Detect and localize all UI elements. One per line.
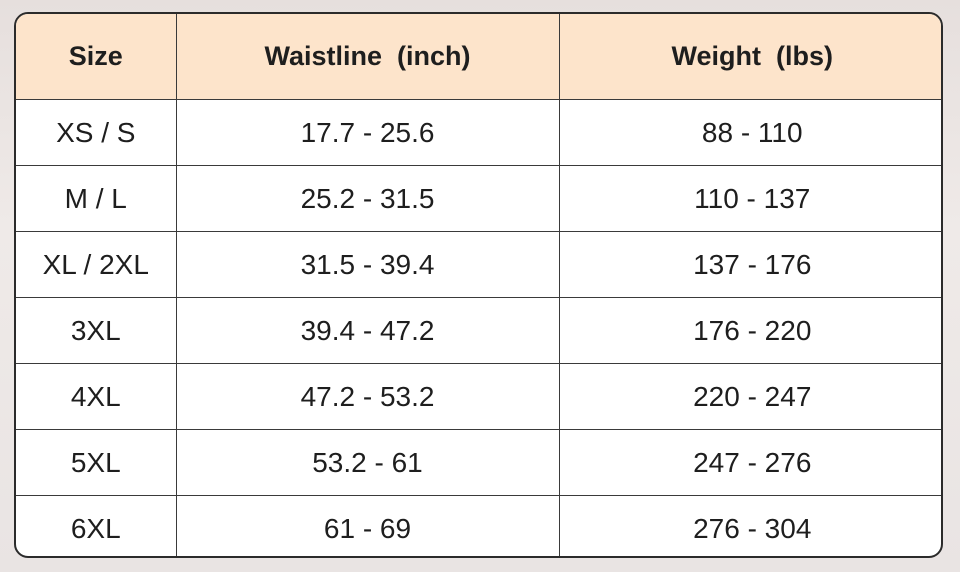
table-row: 4XL 47.2 - 53.2 220 - 247 bbox=[16, 363, 941, 430]
table-cell: XL / 2XL bbox=[16, 231, 177, 298]
table-cell: 137 - 176 bbox=[558, 231, 941, 298]
table-cell: 25.2 - 31.5 bbox=[175, 165, 560, 232]
table-cell: 61 - 69 bbox=[175, 495, 560, 556]
table-cell: 88 - 110 bbox=[558, 99, 941, 166]
table-cell: 39.4 - 47.2 bbox=[175, 297, 560, 364]
header-cell: Waistline (inch) bbox=[175, 14, 560, 100]
table-cell: M / L bbox=[16, 165, 177, 232]
header-cell: Size bbox=[16, 14, 177, 100]
table-cell: XS / S bbox=[16, 99, 177, 166]
table-row: 3XL 39.4 - 47.2 176 - 220 bbox=[16, 297, 941, 364]
table-cell: 5XL bbox=[16, 429, 177, 496]
table-cell: 110 - 137 bbox=[558, 165, 941, 232]
table-cell: 31.5 - 39.4 bbox=[175, 231, 560, 298]
table-row: XL / 2XL 31.5 - 39.4 137 - 176 bbox=[16, 231, 941, 298]
table-cell: 3XL bbox=[16, 297, 177, 364]
table-cell: 276 - 304 bbox=[558, 495, 941, 556]
table-cell: 17.7 - 25.6 bbox=[175, 99, 560, 166]
table-row: 5XL 53.2 - 61 247 - 276 bbox=[16, 429, 941, 496]
table-cell: 220 - 247 bbox=[558, 363, 941, 430]
table-row: 6XL 61 - 69 276 - 304 bbox=[16, 495, 941, 556]
header-row: Size Waistline (inch) Weight (lbs) bbox=[16, 14, 941, 100]
header-cell: Weight (lbs) bbox=[558, 14, 941, 100]
table-cell: 247 - 276 bbox=[558, 429, 941, 496]
table-cell: 53.2 - 61 bbox=[175, 429, 560, 496]
table-cell: 4XL bbox=[16, 363, 177, 430]
table-cell: 176 - 220 bbox=[558, 297, 941, 364]
table-body: XS / S 17.7 - 25.6 88 - 110 M / L 25.2 - 31.… bbox=[16, 99, 941, 556]
table-cell: 47.2 - 53.2 bbox=[175, 363, 560, 430]
table-row: M / L 25.2 - 31.5 110 - 137 bbox=[16, 165, 941, 232]
table-row: XS / S 17.7 - 25.6 88 - 110 bbox=[16, 99, 941, 166]
table-cell: 6XL bbox=[16, 495, 177, 556]
